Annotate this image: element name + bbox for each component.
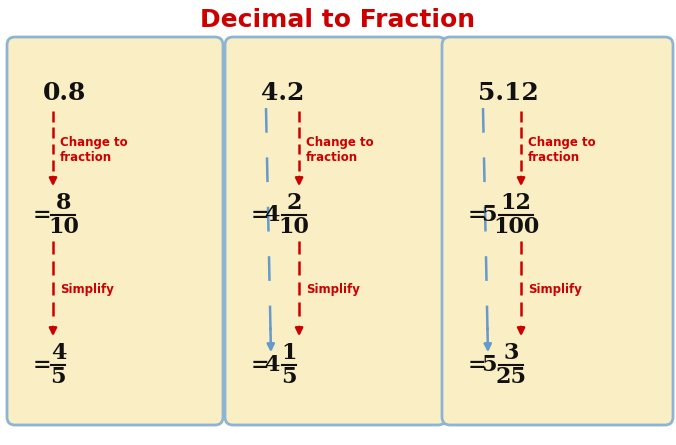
Text: 10: 10 xyxy=(48,215,79,238)
Text: =: = xyxy=(33,354,51,376)
Text: 2: 2 xyxy=(287,193,302,214)
Text: 3: 3 xyxy=(504,343,518,364)
Text: 1: 1 xyxy=(281,343,297,364)
Text: =: = xyxy=(468,354,487,376)
Text: Change to
fraction: Change to fraction xyxy=(60,136,128,164)
Text: 10: 10 xyxy=(279,215,310,238)
Text: 4: 4 xyxy=(264,204,280,226)
Text: 8: 8 xyxy=(55,193,71,214)
Text: 5: 5 xyxy=(281,365,297,388)
FancyBboxPatch shape xyxy=(225,37,446,425)
Text: Change to
fraction: Change to fraction xyxy=(528,136,596,164)
Text: 5: 5 xyxy=(481,204,497,226)
Text: =: = xyxy=(33,204,51,226)
Text: 12: 12 xyxy=(501,193,531,214)
FancyBboxPatch shape xyxy=(442,37,673,425)
Text: 4: 4 xyxy=(264,354,280,376)
Text: =: = xyxy=(251,204,270,226)
Text: 25: 25 xyxy=(496,365,527,388)
Text: 100: 100 xyxy=(493,215,539,238)
Text: Simplify: Simplify xyxy=(306,283,360,296)
Text: 5: 5 xyxy=(481,354,497,376)
Text: 4: 4 xyxy=(51,343,66,364)
Text: 0.8: 0.8 xyxy=(43,81,87,105)
Text: Change to
fraction: Change to fraction xyxy=(306,136,374,164)
Text: Decimal to Fraction: Decimal to Fraction xyxy=(201,8,475,32)
FancyBboxPatch shape xyxy=(7,37,223,425)
Text: =: = xyxy=(251,354,270,376)
Text: 5.12: 5.12 xyxy=(478,81,539,105)
Text: 4.2: 4.2 xyxy=(261,81,304,105)
Text: =: = xyxy=(468,204,487,226)
Text: Simplify: Simplify xyxy=(60,283,114,296)
Text: Simplify: Simplify xyxy=(528,283,582,296)
Text: 5: 5 xyxy=(51,365,66,388)
